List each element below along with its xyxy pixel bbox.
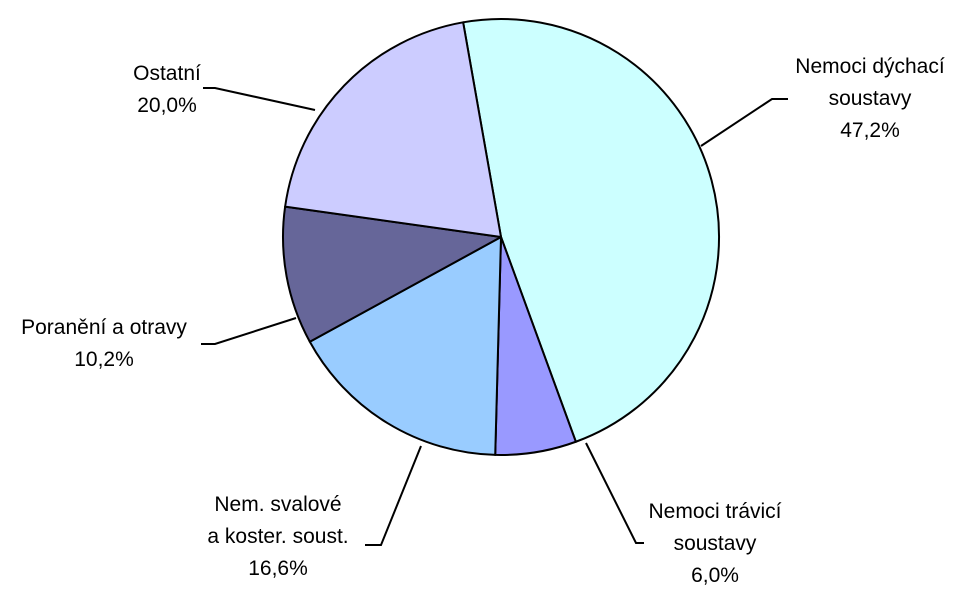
pie-slices (282, 17, 721, 456)
pie-slice-3 (308, 236, 502, 456)
slice-name-label: soustavy (829, 87, 912, 110)
leader-line-5 (203, 87, 316, 111)
leader-line-2 (585, 442, 644, 544)
pie-slice-1 (462, 17, 721, 443)
slice-percent-label: 10,2% (74, 348, 134, 371)
slice-name-label: Poranění a otravy (21, 316, 187, 339)
pie-slice-4 (282, 205, 502, 343)
leader-line-1 (700, 98, 788, 147)
leader-line-3 (365, 445, 422, 546)
slice-name-label: soustavy (674, 532, 757, 555)
slice-labels: Nemoci dýchací soustavy 47,2% Nemoci trávic… (21, 55, 945, 587)
leader-lines (201, 87, 788, 546)
slice-label-3: Nem. svalové a koster. soust. 16,6% (207, 493, 348, 580)
slice-label-1: Nemoci dýchací soustavy 47,2% (795, 55, 945, 142)
slice-percent-label: 6,0% (691, 564, 739, 587)
slice-percent-label: 16,6% (248, 557, 308, 580)
slice-name-label: Ostatní (133, 62, 201, 85)
slice-name-label: Nemoci trávicí (648, 500, 781, 523)
slice-name-label: Nemoci dýchací (795, 55, 945, 78)
leader-line-4 (201, 317, 297, 345)
slice-name-label: Nem. svalové (214, 493, 341, 516)
slice-label-4: Poranění a otravy 10,2% (21, 316, 187, 371)
slice-label-2: Nemoci trávicí soustavy 6,0% (648, 500, 781, 587)
slice-name-label: a koster. soust. (207, 525, 348, 548)
pie-slice-5 (284, 21, 502, 238)
slice-percent-label: 20,0% (137, 94, 197, 117)
slice-label-5: Ostatní 20,0% (133, 62, 201, 117)
slice-percent-label: 47,2% (840, 119, 900, 142)
